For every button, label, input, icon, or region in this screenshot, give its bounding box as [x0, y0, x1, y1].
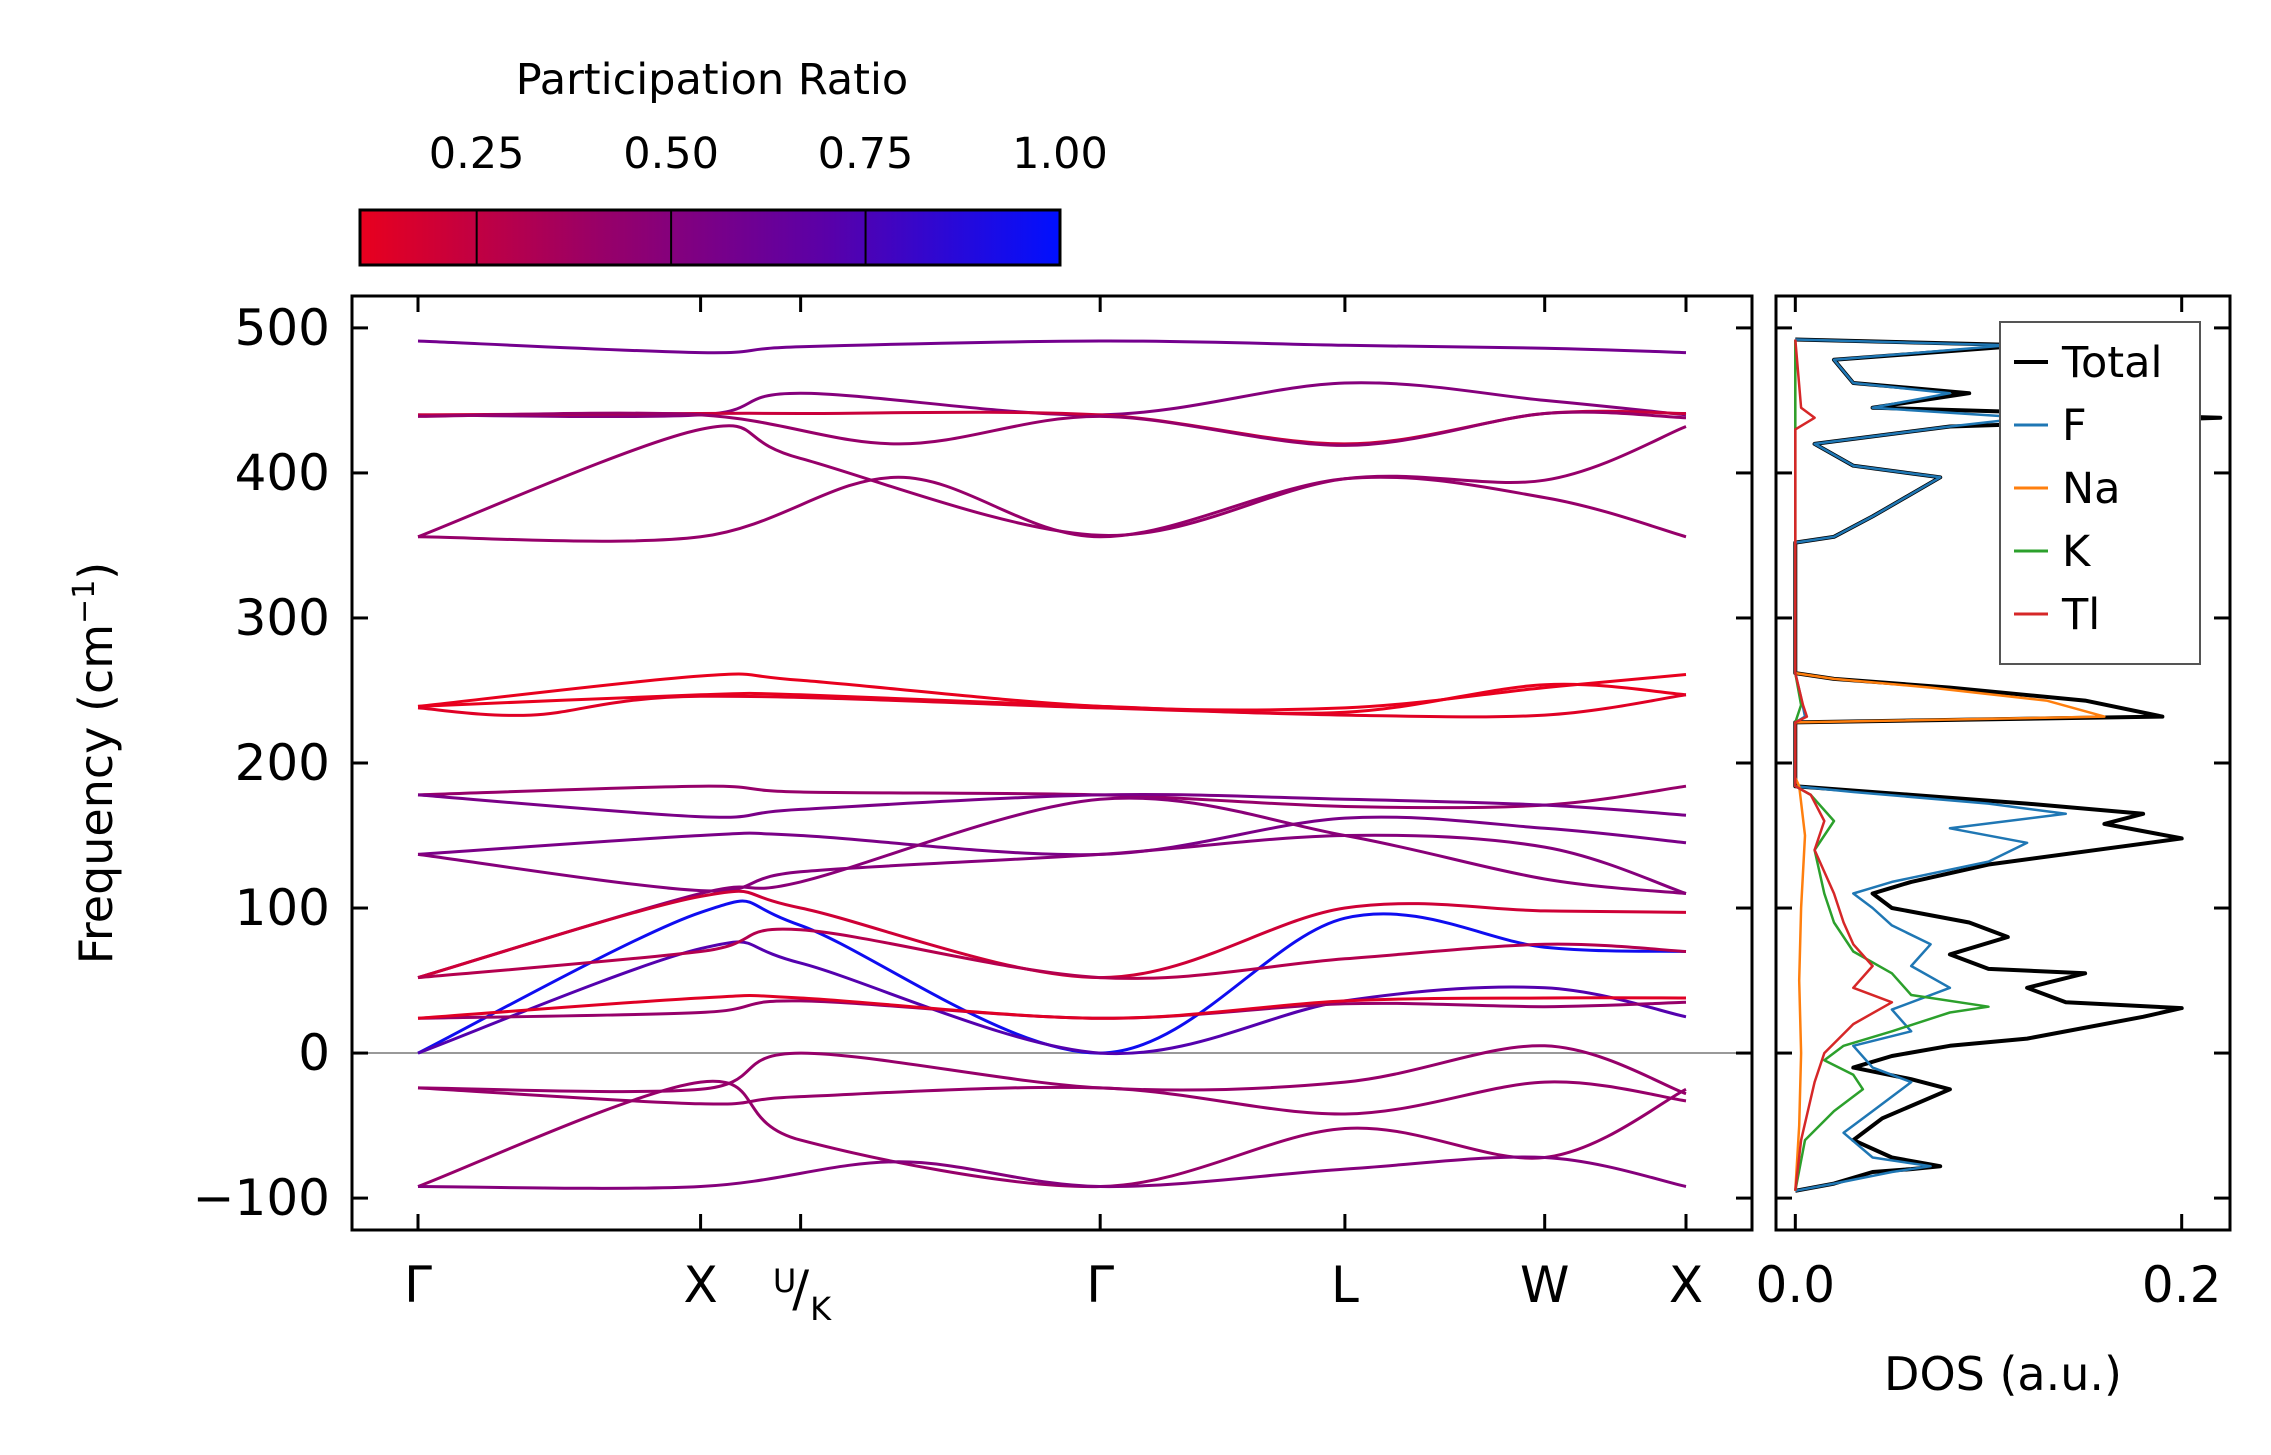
legend: Total F Na K Tl	[1999, 321, 2201, 665]
phonon-bands	[417, 339, 1687, 1190]
phonon-band	[417, 796, 1687, 980]
colorbar: Participation Ratio 0.25 0.50 0.75 1.00	[358, 55, 1108, 267]
phonon-band	[417, 410, 1687, 447]
phonon-band	[417, 927, 1687, 980]
colorbar-tick-label: 0.25	[429, 129, 525, 179]
kpath-label-slash: /	[792, 1260, 809, 1318]
phonon-band	[417, 815, 1687, 857]
phonon-band	[417, 381, 1687, 419]
legend-box	[1999, 321, 2201, 665]
legend-label: Tl	[2061, 590, 2100, 640]
dos-axis-ticks: 0.0 0.2	[1756, 296, 2230, 1314]
kpath-label: W	[1520, 1256, 1569, 1314]
colorbar-ticks: 0.25 0.50 0.75 1.00	[429, 129, 1108, 265]
kpath-label-sup: U	[773, 1262, 796, 1300]
dos-panel: 0.0 0.2 DOS (a.u.) Total F Na K Tl	[1756, 294, 2232, 1401]
band-panel: −100 0 100 200 300 400 500 Γ X U/K Γ L W X Frequency…	[67, 294, 1754, 1328]
colorbar-tick-label: 0.75	[818, 129, 914, 179]
y-tick-label: 400	[235, 444, 330, 502]
kpath-label: L	[1331, 1256, 1359, 1314]
dos-x-axis-label: DOS (a.u.)	[1884, 1347, 2122, 1401]
phonon-band	[417, 424, 1687, 539]
kpath-label: Γ	[1086, 1256, 1114, 1314]
phonon-band	[417, 833, 1687, 895]
y-tick-label: 100	[235, 879, 330, 937]
colorbar-title: Participation Ratio	[516, 55, 909, 105]
phonon-band	[417, 993, 1687, 1020]
legend-label: Na	[2062, 464, 2121, 514]
kpath-label-sub: K	[810, 1290, 832, 1328]
y-axis-label: Frequency (cm−1)	[67, 562, 123, 965]
dos-series-f	[1794, 338, 2068, 1193]
colorbar-tick-label: 0.50	[623, 129, 719, 179]
y-tick-label: 300	[235, 589, 330, 647]
legend-label: Total	[2061, 338, 2162, 388]
y-tick-label: 500	[235, 299, 330, 357]
colorbar-gradient	[358, 208, 1062, 267]
colorbar-tick-label: 1.00	[1012, 129, 1108, 179]
y-tick-label: −100	[193, 1169, 330, 1227]
phonon-band	[417, 899, 1687, 1055]
phonon-band	[417, 793, 1687, 819]
phonon-band	[417, 682, 1687, 715]
phonon-band	[417, 1080, 1687, 1116]
phonon-band	[417, 1079, 1687, 1189]
x-axis-kpath-ticks: Γ X U/K Γ L W X	[404, 296, 1703, 1328]
phonon-band	[417, 1155, 1687, 1190]
phonon-band	[417, 339, 1687, 355]
phonon-band	[417, 693, 1687, 719]
dos-series-k	[1794, 339, 1990, 1192]
phonon-band	[417, 475, 1687, 543]
y-axis-label-main: Frequency (cm	[69, 624, 123, 964]
dos-x-tick-label: 0.2	[2142, 1256, 2222, 1314]
legend-label: F	[2062, 401, 2087, 451]
dos-curves	[1793, 337, 2223, 1193]
y-axis-label-tail: )	[69, 562, 123, 580]
phonon-band	[417, 889, 1687, 980]
kpath-label: X	[683, 1256, 717, 1314]
dos-x-tick-label: 0.0	[1756, 1256, 1836, 1314]
kpath-label: X	[1669, 1256, 1703, 1314]
y-axis-ticks: −100 0 100 200 300 400 500	[193, 299, 1752, 1227]
y-tick-label: 200	[235, 734, 330, 792]
legend-label: K	[2062, 527, 2092, 577]
dos-series-tl	[1794, 339, 1894, 1191]
y-axis-label-sup: −1	[67, 580, 102, 624]
y-tick-label: 0	[298, 1024, 330, 1082]
kpath-label: Γ	[404, 1256, 432, 1314]
